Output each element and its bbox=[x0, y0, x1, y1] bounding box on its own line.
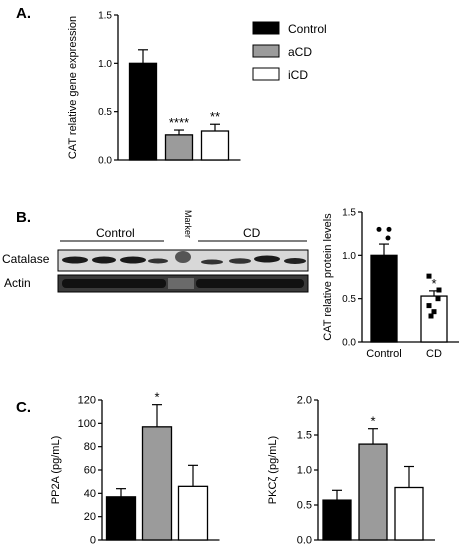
legend-swatch-icd bbox=[252, 67, 280, 81]
pp2a-y-tick-label: 40 bbox=[84, 488, 96, 500]
cat_gene-y-tick-label: 1.5 bbox=[98, 11, 112, 22]
cat_gene-y-axis-label: CAT relative gene expression bbox=[67, 16, 79, 159]
cat_protein-data-point bbox=[376, 263, 382, 269]
catalase-band bbox=[229, 258, 251, 264]
pkcz-bar bbox=[394, 486, 424, 541]
cat_protein-y-tick-label: 0.0 bbox=[342, 338, 356, 349]
blot-group-control: Control bbox=[96, 226, 135, 240]
cat_gene-bar bbox=[128, 62, 158, 161]
pkcz-y-tick-label: 1.5 bbox=[297, 430, 312, 442]
legend-label-icd: iCD bbox=[288, 68, 308, 82]
pkcz-y-tick-label: 0.0 bbox=[297, 535, 312, 547]
legend-label-acd: aCD bbox=[288, 45, 312, 59]
cat_gene-y-tick-label: 0.5 bbox=[98, 107, 112, 118]
cat_protein-data-point bbox=[428, 313, 434, 319]
cat_gene-bar bbox=[164, 134, 194, 161]
cat_protein-x-tick-label: CD bbox=[426, 348, 442, 360]
blot-row-actin: Actin bbox=[4, 276, 31, 290]
pp2a-significance-mark: * bbox=[154, 390, 159, 405]
pp2a-y-tick-label: 100 bbox=[78, 418, 96, 430]
pp2a-y-tick-label: 120 bbox=[78, 395, 96, 407]
western-blot: Control Marker CD Catalase Actin bbox=[2, 210, 309, 293]
catalase-band bbox=[254, 255, 280, 263]
pp2a-bar bbox=[105, 496, 137, 541]
pp2a-bar bbox=[177, 485, 209, 541]
pp2a-y-tick-label: 60 bbox=[84, 465, 96, 477]
cat_protein-bar bbox=[420, 295, 448, 343]
legend-swatch-acd bbox=[252, 44, 280, 58]
cat_protein-y-axis-label: CAT relative protein levels bbox=[322, 213, 334, 341]
pp2a-y-tick-label: 80 bbox=[84, 441, 96, 453]
marker-lane-actin bbox=[168, 278, 194, 289]
legend-label-control: Control bbox=[288, 22, 327, 36]
panel-b-label: B. bbox=[16, 209, 31, 226]
pkcz-y-tick-label: 2.0 bbox=[297, 395, 312, 407]
cat_protein-data-point bbox=[376, 226, 382, 232]
pkcz-bar bbox=[358, 443, 388, 541]
cat_gene-bar bbox=[200, 130, 230, 161]
marker-band bbox=[175, 251, 191, 263]
blot-group-cd: CD bbox=[243, 226, 261, 240]
cat_gene-significance-mark: **** bbox=[169, 115, 189, 130]
cat_gene-significance-mark: ** bbox=[210, 109, 220, 124]
cat_protein-y-tick-label: 0.5 bbox=[342, 294, 356, 305]
cat_protein-data-point bbox=[435, 296, 441, 302]
legend-swatch-control bbox=[252, 21, 280, 35]
pkcz-y-tick-label: 0.5 bbox=[297, 500, 312, 512]
cat_gene-y-tick-label: 1.0 bbox=[98, 59, 112, 70]
cat_gene-y-tick-label: 0.0 bbox=[98, 156, 112, 167]
panel-a-label: A. bbox=[16, 5, 31, 22]
pkcz-bar bbox=[322, 499, 352, 541]
catalase-band bbox=[201, 259, 223, 265]
catalase-band bbox=[148, 258, 168, 264]
pp2a-y-axis-label: PP2A (pg/mL) bbox=[50, 436, 62, 504]
cat_protein-data-point bbox=[378, 291, 384, 297]
cat_protein-data-point bbox=[436, 287, 442, 293]
pp2a-bar bbox=[141, 426, 173, 541]
actin-band bbox=[196, 279, 304, 288]
cat_protein-significance-mark: * bbox=[431, 276, 436, 291]
panel-c-label: C. bbox=[16, 399, 31, 416]
cat_protein-data-point bbox=[426, 273, 432, 279]
pkcz-significance-mark: * bbox=[370, 414, 375, 429]
actin-band bbox=[62, 279, 166, 288]
catalase-band bbox=[120, 256, 146, 264]
cat_protein-data-point bbox=[426, 303, 432, 309]
blot-marker-label: Marker bbox=[183, 210, 193, 238]
blot-row-catalase: Catalase bbox=[2, 252, 50, 266]
cat_protein-data-point bbox=[381, 265, 387, 271]
pkcz-y-tick-label: 1.0 bbox=[297, 465, 312, 477]
cat_protein-x-tick-label: Control bbox=[366, 348, 401, 360]
legend-a: Control aCD iCD bbox=[252, 21, 327, 82]
catalase-band bbox=[92, 256, 116, 264]
catalase-band bbox=[284, 258, 306, 264]
cat_protein-y-tick-label: 1.5 bbox=[342, 208, 356, 219]
catalase-band bbox=[62, 256, 88, 264]
cat_protein-data-point bbox=[385, 235, 391, 241]
cat_protein-data-point bbox=[386, 226, 392, 232]
cat_protein-data-point bbox=[431, 309, 437, 315]
cat_protein-y-tick-label: 1.0 bbox=[342, 251, 356, 262]
pp2a-y-tick-label: 0 bbox=[90, 535, 96, 547]
pkcz-y-axis-label: PKCζ (pg/mL) bbox=[267, 436, 279, 504]
pp2a-y-tick-label: 20 bbox=[84, 511, 96, 523]
